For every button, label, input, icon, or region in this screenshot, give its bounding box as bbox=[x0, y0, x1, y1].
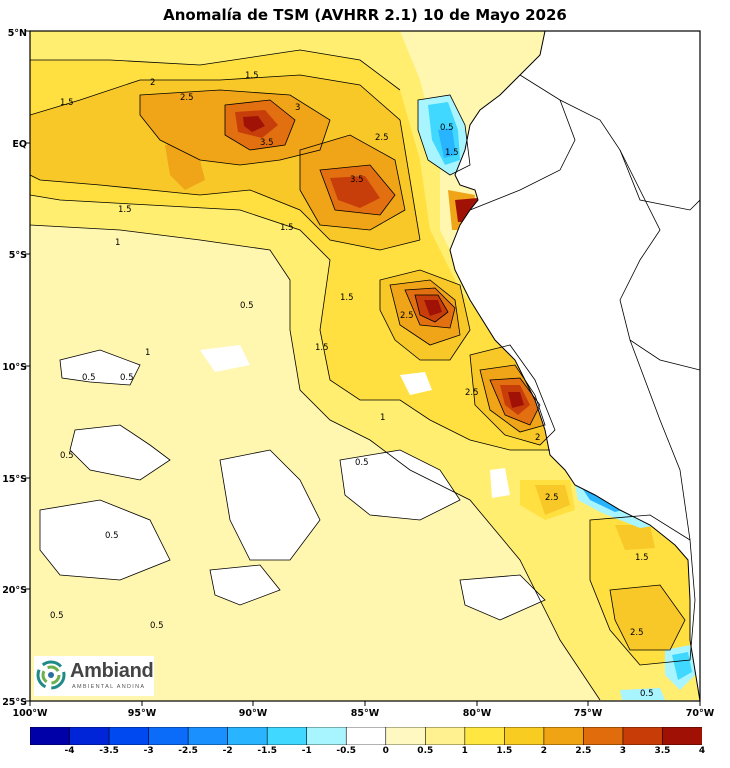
contour-label: 2 bbox=[535, 433, 540, 443]
lon-label: 85°W bbox=[351, 708, 380, 719]
lon-label: 100°W bbox=[12, 708, 48, 719]
colorbar-label: -3 bbox=[143, 746, 154, 756]
contour-label: 2 bbox=[150, 78, 155, 88]
contour-label: 0.5 bbox=[640, 689, 654, 699]
contour-label: 0.5 bbox=[240, 301, 254, 311]
lat-label: 15°S bbox=[2, 474, 27, 485]
colorbar-label: -1 bbox=[301, 746, 312, 756]
lon-label: 90°W bbox=[239, 708, 268, 719]
colorbar-swatch bbox=[148, 727, 189, 745]
contour-label: 3 bbox=[295, 103, 300, 113]
colorbar-swatch bbox=[504, 727, 545, 745]
colorbar-swatch bbox=[69, 727, 110, 745]
sst-anomaly-map: 1.5 2 2.5 1.5 3 3.5 3.5 2.5 1.5 1 1.5 1.… bbox=[2, 28, 715, 719]
longitude-labels: 100°W 95°W 90°W 85°W 80°W 75°W 70°W bbox=[12, 708, 714, 719]
colorbar-swatch bbox=[227, 727, 268, 745]
colorbar-label: 2.5 bbox=[575, 746, 592, 756]
colorbar-swatch bbox=[187, 727, 229, 745]
contour-label: 0.5 bbox=[82, 373, 96, 383]
colorbar-label: -4 bbox=[64, 746, 75, 756]
contour-label: 1 bbox=[145, 348, 150, 358]
colorbar-swatch bbox=[108, 727, 150, 745]
contour-label: 2.5 bbox=[180, 93, 194, 103]
colorbar-label: -3.5 bbox=[99, 746, 119, 756]
contour-label: 3.5 bbox=[260, 138, 274, 148]
colorbar-swatch bbox=[662, 727, 702, 745]
contour-label: 1.5 bbox=[635, 553, 649, 563]
logo-wordmark: Ambiand bbox=[70, 660, 154, 682]
contour-label: 1.5 bbox=[245, 71, 259, 81]
colorbar-swatch bbox=[385, 727, 427, 745]
colorbar-swatch bbox=[424, 727, 466, 745]
logo-tagline: AMBIENTAL ANDINA bbox=[72, 684, 146, 690]
colorbar-label: 1.5 bbox=[496, 746, 513, 756]
lat-label: EQ bbox=[12, 139, 27, 150]
contour-label: 0.5 bbox=[120, 373, 134, 383]
colorbar-label: 0.5 bbox=[417, 746, 434, 756]
lat-label: 5°S bbox=[9, 250, 27, 261]
contour-label: 0.5 bbox=[60, 451, 74, 461]
colorbar-label: -1.5 bbox=[257, 746, 278, 756]
ambiand-logo: Ambiand AMBIENTAL ANDINA bbox=[34, 656, 154, 696]
colorbar-swatch bbox=[345, 727, 387, 745]
colorbar-label: 0 bbox=[382, 746, 389, 756]
lon-label: 75°W bbox=[574, 708, 603, 719]
colorbar-label: 3 bbox=[619, 746, 627, 756]
colorbar-labels: -4 -3.5 -3 -2.5 -2 -1.5 -1 -0.5 0 0.5 1 1.5 2 2.5 3 3.5… bbox=[30, 746, 706, 760]
contour-label: 1.5 bbox=[280, 223, 294, 233]
colorbar-label: 1 bbox=[461, 746, 468, 756]
ambiand-swirl-icon bbox=[36, 660, 66, 690]
contour-label: 1 bbox=[380, 413, 385, 423]
contour-labels: 1.5 2 2.5 1.5 3 3.5 3.5 2.5 1.5 1 1.5 1.… bbox=[50, 71, 654, 699]
contour-label: 2.5 bbox=[375, 133, 389, 143]
contour-label: 1.5 bbox=[340, 293, 354, 303]
contour-label: 0.5 bbox=[440, 123, 454, 133]
lat-label: 5°N bbox=[8, 28, 27, 39]
contour-label: 0.5 bbox=[105, 531, 119, 541]
lon-label: 70°W bbox=[686, 708, 715, 719]
contour-label: 0.5 bbox=[150, 621, 164, 631]
colorbar-swatch bbox=[543, 727, 585, 745]
colorbar-swatch bbox=[464, 727, 506, 745]
contour-label: 2.5 bbox=[400, 311, 414, 321]
colorbar-label: -0.5 bbox=[336, 746, 357, 756]
colorbar-label: -2.5 bbox=[178, 746, 198, 756]
colorbar-label: -2 bbox=[222, 746, 233, 756]
contour-label: 2.5 bbox=[465, 388, 479, 398]
colorbar bbox=[30, 727, 702, 745]
contour-label: 1.5 bbox=[118, 205, 132, 215]
contour-label: 2.5 bbox=[545, 493, 559, 503]
contour-label: 1 bbox=[115, 238, 120, 248]
contour-label: 2.5 bbox=[630, 628, 644, 638]
lon-label: 80°W bbox=[463, 708, 492, 719]
colorbar-label: 4 bbox=[698, 746, 706, 756]
lat-label: 20°S bbox=[2, 585, 27, 596]
lon-label: 95°W bbox=[128, 708, 157, 719]
colorbar-label: 3.5 bbox=[654, 746, 671, 756]
contour-label: 0.5 bbox=[355, 458, 369, 468]
colorbar-swatch bbox=[306, 727, 348, 745]
colorbar-label: 2 bbox=[540, 746, 548, 756]
contour-label: 1.5 bbox=[315, 343, 329, 353]
map-title: Anomalía de TSM (AVHRR 2.1) 10 de Mayo 2… bbox=[163, 6, 567, 24]
anomaly-field: 1.5 2 2.5 1.5 3 3.5 3.5 2.5 1.5 1 1.5 1.… bbox=[30, 31, 700, 701]
lat-label: 10°S bbox=[2, 362, 27, 373]
contour-label: 0.5 bbox=[50, 611, 64, 621]
contour-label: 1.5 bbox=[445, 148, 459, 158]
colorbar-swatch bbox=[30, 727, 71, 745]
latitude-labels: 5°N EQ 5°S 10°S 15°S 20°S 25°S bbox=[2, 28, 27, 708]
colorbar-swatch bbox=[266, 727, 308, 745]
contour-label: 3.5 bbox=[350, 175, 364, 185]
contour-label: 1.5 bbox=[60, 98, 74, 108]
lat-label: 25°S bbox=[2, 697, 27, 708]
colorbar-swatch bbox=[622, 727, 664, 745]
colorbar-swatch bbox=[583, 727, 624, 745]
